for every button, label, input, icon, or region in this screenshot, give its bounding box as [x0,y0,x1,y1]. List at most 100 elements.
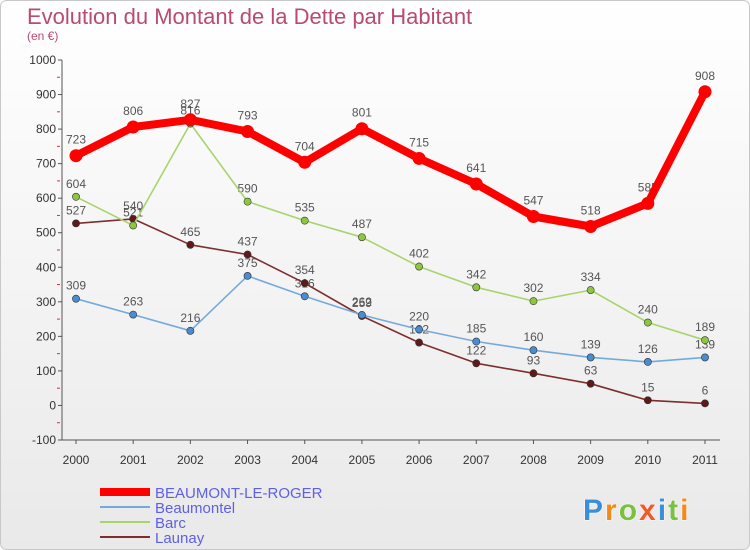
data-labels: 7238068277937048017156415475185859083092… [66,69,715,398]
y-tick-label: 700 [36,157,56,171]
data-point [186,240,195,249]
x-tick-label: 2003 [234,453,261,467]
data-label: 704 [295,139,315,153]
y-tick-label: -100 [32,433,56,447]
data-label: 827 [180,97,200,111]
data-point [643,318,652,327]
data-point [358,233,366,242]
proxiti-logo: Proxiti [583,494,690,528]
data-point [586,379,595,388]
logo-letter: i [680,494,690,527]
x-tick-label: 2001 [120,453,147,467]
data-point [472,337,481,346]
series-barc [72,119,709,345]
y-tick-label: 800 [36,122,56,136]
data-point [129,310,138,319]
data-label: 518 [581,204,601,218]
chart-subtitle: (en €) [27,29,58,43]
data-point [72,294,80,303]
data-label: 590 [238,182,258,196]
logo-letter: r [605,494,619,527]
x-tick-label: 2009 [577,453,604,467]
data-label: 139 [581,337,601,351]
data-label: 604 [66,177,86,191]
data-point [300,279,309,288]
data-point [69,149,83,163]
data-point [641,196,655,210]
data-label: 263 [123,295,143,309]
data-point [415,338,423,347]
data-label: 641 [466,161,486,175]
data-label: 240 [638,303,658,317]
x-tick-label: 2007 [463,453,490,467]
data-point [186,326,195,335]
x-tick-label: 2002 [177,453,204,467]
data-label: 437 [238,234,258,248]
data-label: 527 [66,203,86,217]
data-label: 806 [123,104,143,118]
data-label: 487 [352,217,372,231]
data-label: 354 [295,263,315,277]
data-label: 63 [584,364,598,378]
data-label: 465 [180,225,200,239]
logo-letter: P [583,494,605,527]
series-line [75,122,706,342]
data-point [698,85,712,99]
data-label: 309 [66,279,86,293]
series-lines [69,85,712,408]
data-point [300,292,309,301]
data-point [358,311,366,319]
data-label: 547 [523,193,543,207]
chart-title: Evolution du Montant de la Dette par Hab… [27,4,472,29]
x-tick-label: 2000 [63,453,90,467]
data-label: 126 [638,342,658,356]
data-label: 375 [238,256,258,270]
x-tick-label: 2006 [406,453,433,467]
legend-label: Beaumontel [155,500,235,517]
data-label: 302 [523,281,543,295]
legend-label: BEAUMONT-LE-ROGER [155,485,323,502]
data-point [529,297,538,306]
x-tick-label: 2004 [291,453,318,467]
data-point [643,396,652,405]
y-tick-label: 0 [49,398,56,412]
data-point [472,283,481,292]
data-label: 715 [409,135,429,149]
y-tick-label: 400 [36,260,56,274]
data-label: 216 [180,311,200,325]
data-label: 540 [123,199,143,213]
data-point [701,336,709,345]
series-beaumontel [72,272,709,366]
logo-text: Proxiti [583,494,690,527]
logo-letter: o [619,494,639,527]
data-point [701,353,709,362]
data-label: 259 [352,296,372,310]
data-label: 189 [695,320,715,334]
data-point [643,358,652,366]
data-point [183,113,197,127]
data-point [529,369,538,378]
data-label: 15 [641,380,655,394]
data-point [584,220,598,234]
data-point [355,122,369,136]
logo-letter: i [658,494,668,527]
data-point [701,399,709,408]
x-tick-label: 2005 [349,453,376,467]
data-label: 334 [581,270,601,284]
data-label: 816 [180,104,200,118]
data-point [412,151,426,165]
y-tick-label: 900 [36,88,56,102]
data-label: 908 [695,69,715,83]
data-label: 535 [295,201,315,215]
data-point [241,125,255,139]
data-label: 220 [409,309,429,323]
logo-letter: t [668,494,680,527]
y-tick-label: 200 [36,329,56,343]
y-tick-label: 600 [36,191,56,205]
data-point [472,359,481,368]
data-label: 801 [352,106,372,120]
data-label: 139 [695,337,715,351]
data-label: 723 [66,133,86,147]
